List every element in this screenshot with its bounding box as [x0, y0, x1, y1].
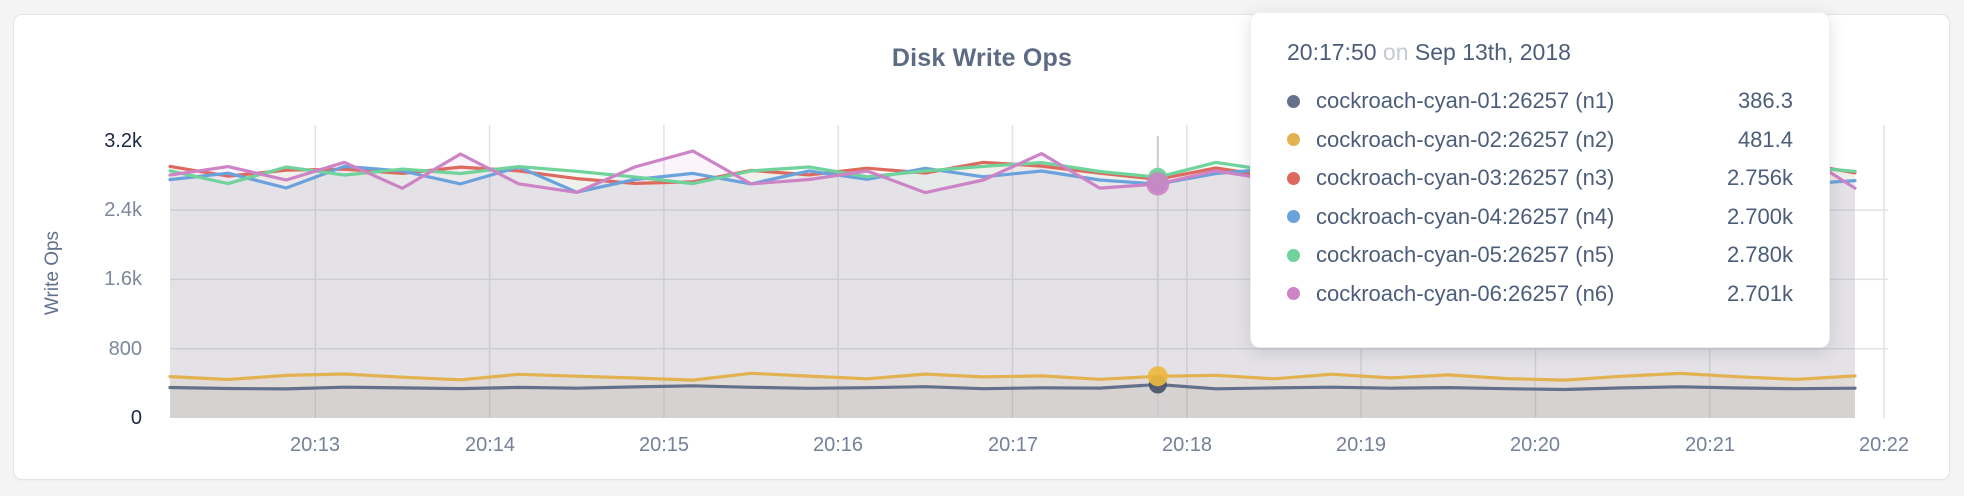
hover-point-dot: [1146, 172, 1170, 196]
tooltip-series-row: cockroach-cyan-04:26257 (n4) 2.700k: [1287, 198, 1793, 237]
chart-tooltip: 20:17:50 on Sep 13th, 2018 cockroach-cya…: [1250, 12, 1830, 348]
series-area: [170, 384, 1855, 418]
tooltip-series-row: cockroach-cyan-02:26257 (n2) 481.4: [1287, 121, 1793, 160]
x-tick-label: 20:20: [1509, 434, 1561, 456]
x-tick-label: 20:17: [987, 434, 1039, 456]
series-color-dot: [1287, 287, 1300, 301]
y-tick-label: 800: [108, 338, 142, 360]
x-tick-label: 20:15: [638, 434, 690, 456]
series-color-dot: [1287, 210, 1300, 224]
tooltip-series-label: cockroach-cyan-06:26257 (n6): [1316, 280, 1615, 306]
tooltip-series-label: cockroach-cyan-01:26257 (n1): [1316, 88, 1615, 114]
tooltip-rows: cockroach-cyan-01:26257 (n1) 386.3 cockroa…: [1287, 82, 1793, 313]
tooltip-series-row: cockroach-cyan-06:26257 (n6) 2.701k: [1287, 275, 1793, 314]
tooltip-series-row: cockroach-cyan-05:26257 (n5) 2.780k: [1287, 236, 1793, 275]
tooltip-series-label: cockroach-cyan-05:26257 (n5): [1316, 242, 1615, 268]
tooltip-series-value: 481.4: [1737, 126, 1793, 152]
series-color-dot: [1287, 171, 1300, 185]
tooltip-series-row: cockroach-cyan-01:26257 (n1) 386.3: [1287, 82, 1793, 121]
tooltip-series-value: 2.700k: [1726, 203, 1793, 229]
tooltip-series-label: cockroach-cyan-02:26257 (n2): [1316, 126, 1615, 152]
series-color-dot: [1287, 94, 1300, 108]
series-line: [168, 382, 1857, 392]
series-area: [170, 373, 1855, 418]
series-line: [168, 371, 1857, 382]
y-tick-label: 3.2k: [104, 130, 142, 152]
x-tick-label: 20:18: [1161, 434, 1213, 456]
tooltip-series-row: cockroach-cyan-03:26257 (n3) 2.756k: [1287, 159, 1793, 198]
tooltip-series-value: 2.780k: [1726, 242, 1793, 268]
x-tick-label: 20:21: [1684, 434, 1736, 456]
tooltip-series-value: 2.756k: [1726, 165, 1793, 191]
x-tick-label: 20:16: [812, 434, 864, 456]
y-tick-label: 2.4k: [104, 199, 142, 221]
series-color-dot: [1287, 248, 1300, 262]
tooltip-date: Sep 13th, 2018: [1414, 39, 1571, 65]
tooltip-header: 20:17:50 on Sep 13th, 2018: [1287, 39, 1793, 66]
y-tick-label: 1.6k: [104, 268, 142, 290]
tooltip-separator: on: [1382, 39, 1409, 65]
tooltip-series-value: 386.3: [1737, 88, 1793, 114]
x-tick-label: 20:14: [464, 434, 516, 456]
series-color-dot: [1287, 133, 1300, 147]
x-tick-label: 20:19: [1335, 434, 1387, 456]
tooltip-time: 20:17:50: [1287, 39, 1377, 65]
y-tick-label: 0: [130, 407, 142, 429]
tooltip-series-value: 2.701k: [1726, 280, 1793, 306]
tooltip-series-label: cockroach-cyan-03:26257 (n3): [1316, 165, 1615, 191]
chart-title: Disk Write Ops: [891, 44, 1073, 72]
x-tick-label: 20:13: [289, 434, 341, 456]
hover-point-dot: [1147, 366, 1168, 387]
tooltip-series-label: cockroach-cyan-04:26257 (n4): [1316, 203, 1615, 229]
x-tick-label: 20:22: [1858, 434, 1910, 456]
